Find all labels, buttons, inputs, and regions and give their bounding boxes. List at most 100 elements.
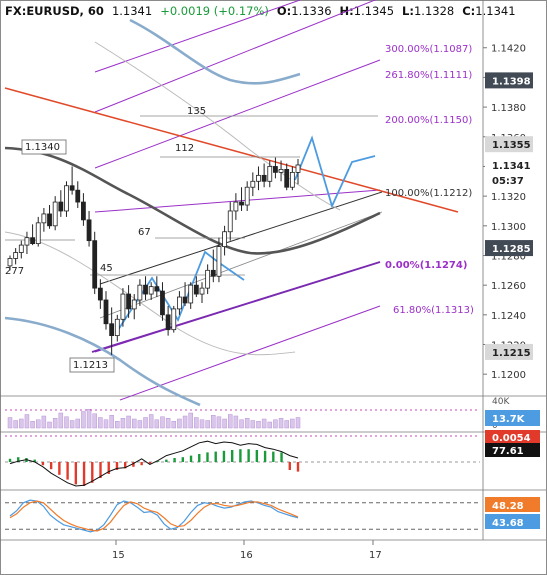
annotation-label: 1.1340 xyxy=(25,142,60,153)
annotation-label: 45 xyxy=(100,263,113,274)
symbol-name[interactable]: FX:EURUSD, 60 xyxy=(5,4,104,18)
candle-body xyxy=(289,171,295,188)
candle-body xyxy=(278,169,284,173)
volume-bar xyxy=(69,420,75,429)
price-badge-label: 1.1215 xyxy=(492,348,531,359)
candle-body xyxy=(177,296,182,310)
candle-body xyxy=(97,287,103,301)
candle-body xyxy=(103,299,109,325)
candle-body xyxy=(250,180,256,188)
candle-body xyxy=(126,293,131,310)
time-tick-label: 17 xyxy=(369,550,382,561)
projection-path xyxy=(294,135,376,209)
volume-bar xyxy=(227,414,233,429)
chart-labels: 300.00%(1.1087) 261.80%(1.1111) 200.00%(1.… xyxy=(5,44,533,373)
volume-bar xyxy=(143,417,148,429)
volume-bar xyxy=(165,418,171,429)
fib-channel-line-5 xyxy=(119,305,381,401)
candlestick-series xyxy=(7,157,301,355)
low-value: 1.1328 xyxy=(413,4,455,18)
chart-drawings xyxy=(4,0,459,407)
macd-line-badge xyxy=(485,443,540,457)
volume-bar xyxy=(13,420,18,429)
price-change: +0.0019 (+0.17%) xyxy=(160,4,269,18)
candle-body xyxy=(7,258,13,267)
candle-body xyxy=(154,286,160,292)
annotation-label: 112 xyxy=(175,143,194,154)
price-tick-label: 1.1380 xyxy=(491,103,526,114)
fib-level-label: 200.00%(1.1150) xyxy=(385,115,472,126)
candle-body xyxy=(205,269,211,289)
time-tick-label: 15 xyxy=(112,550,125,561)
price-badge xyxy=(485,72,533,89)
price-tick-label: 1.1240 xyxy=(491,311,526,322)
macd-badge xyxy=(485,430,540,444)
price-badge xyxy=(485,136,533,153)
macd-line-badge-label: 77.61 xyxy=(492,446,524,457)
price-badge xyxy=(485,240,533,257)
candle-body xyxy=(120,293,126,320)
candle-body xyxy=(47,213,52,227)
volume-bar xyxy=(58,412,64,429)
volume-bar xyxy=(126,415,131,429)
candle-body xyxy=(92,240,98,289)
stoch-line-1 xyxy=(9,500,299,532)
volume-bar xyxy=(30,421,35,429)
price-badge-label: 1.1398 xyxy=(492,76,531,87)
moving-average-dark xyxy=(4,146,381,255)
candle-body xyxy=(182,296,188,304)
volume-bar xyxy=(216,416,222,429)
volume-bar xyxy=(239,419,244,429)
candle-body xyxy=(58,201,64,212)
candle-body xyxy=(52,201,58,227)
volume-bar xyxy=(267,421,273,429)
fib-level-label: 61.80%(1.1313) xyxy=(393,305,474,316)
trend-line xyxy=(4,87,459,213)
volume-bar xyxy=(120,418,126,429)
volume-bar xyxy=(177,418,182,429)
time-tick-label: 16 xyxy=(240,550,253,561)
annotation-label: 67 xyxy=(138,227,151,238)
candle-body xyxy=(233,201,239,212)
fib-level-label: 0.00%(1.1274) xyxy=(385,260,467,271)
fib-channel-line-0 xyxy=(94,0,301,73)
price-tick-label: 1.1260 xyxy=(491,281,526,292)
candle-body xyxy=(160,290,165,316)
candle-body xyxy=(137,284,143,301)
fib-level-label: 300.00%(1.1087) xyxy=(385,44,472,55)
volume-bar xyxy=(273,419,278,429)
volume-bar xyxy=(199,419,205,429)
price-badge-label: 1.1285 xyxy=(492,244,531,255)
volume-bar xyxy=(205,420,210,429)
candle-body xyxy=(171,308,177,331)
volume-bar xyxy=(24,414,30,429)
candle-body xyxy=(35,222,41,245)
candle-body xyxy=(227,210,233,233)
volume-bar xyxy=(154,419,160,429)
close-label: C: xyxy=(462,4,476,18)
candle-body xyxy=(199,287,205,295)
candle-body xyxy=(13,252,19,259)
candle-body xyxy=(222,231,227,247)
price-badge xyxy=(485,156,533,173)
candle-body xyxy=(210,269,216,277)
close-value: 1.1341 xyxy=(475,4,516,18)
volume-bar xyxy=(131,418,137,429)
low-label: L: xyxy=(402,4,414,18)
volume-bar xyxy=(137,420,143,429)
candle-body xyxy=(193,284,199,295)
candle-body xyxy=(81,201,86,221)
volume-bar xyxy=(109,415,114,429)
last-price: 1.1341 xyxy=(111,4,153,18)
candle-body xyxy=(267,166,273,182)
price-tick-label: 1.1420 xyxy=(491,44,526,55)
volume-bar xyxy=(92,413,97,429)
volume-bar xyxy=(19,418,24,429)
fib-channel-line-2 xyxy=(94,59,381,169)
envelope-line-upper xyxy=(94,41,341,211)
candle-body xyxy=(188,284,194,304)
volume-bar xyxy=(250,420,256,429)
moving-average-blue-upper xyxy=(129,18,301,85)
